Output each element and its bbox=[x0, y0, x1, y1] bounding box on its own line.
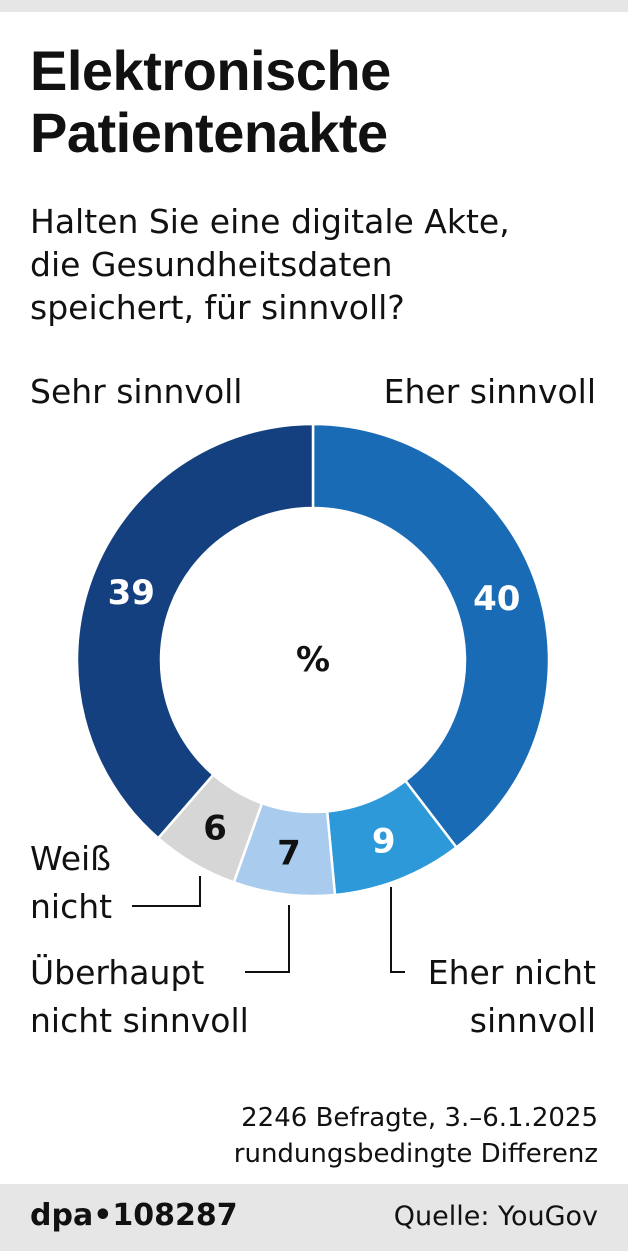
subtitle-line-3: speichert, für sinnvoll? bbox=[30, 288, 405, 327]
source-label: Quelle: YouGov bbox=[393, 1201, 598, 1232]
leader-line-ueberhaupt-nicht bbox=[245, 905, 290, 973]
title-line-1: Elektronische bbox=[30, 39, 391, 102]
chart-title: Elektronische Patientenakte bbox=[30, 40, 610, 164]
donut-value-label-3: 6 bbox=[203, 809, 227, 849]
dpa-logo: dpa•108287 bbox=[30, 1198, 238, 1233]
label-sehr-sinnvoll: Sehr sinnvoll bbox=[30, 372, 242, 411]
footer-bar bbox=[0, 1184, 628, 1251]
label-ueberhaupt-nicht-1: Überhaupt bbox=[30, 952, 204, 992]
center-percent-label: % bbox=[296, 640, 330, 680]
donut-value-label-2: 7 bbox=[277, 834, 301, 874]
note-sample: 2246 Befragte, 3.–6.1.2025 bbox=[241, 1103, 598, 1133]
label-weiss-nicht-2: nicht bbox=[30, 887, 112, 926]
label-ueberhaupt-nicht-2: nicht sinnvoll bbox=[30, 1001, 249, 1040]
donut-slice-4 bbox=[75, 422, 315, 840]
label-weiss-nicht-1: Weiß bbox=[30, 839, 111, 878]
chart-subtitle: Halten Sie eine digitale Akte, die Gesun… bbox=[30, 200, 610, 329]
donut-slice-0 bbox=[311, 422, 551, 850]
donut-value-label-0: 40 bbox=[473, 579, 520, 619]
donut-slices bbox=[75, 422, 551, 898]
donut-chart: 40 9 7 6 39 % Sehr sinnvoll Eher sinnvoll We… bbox=[30, 372, 596, 1040]
label-eher-sinnvoll: Eher sinnvoll bbox=[384, 372, 596, 411]
leader-line-eher-nicht bbox=[390, 887, 405, 973]
title-line-2: Patientenakte bbox=[30, 101, 388, 164]
donut-value-label-4: 39 bbox=[108, 573, 155, 613]
subtitle-line-1: Halten Sie eine digitale Akte, bbox=[30, 202, 510, 241]
top-bar bbox=[0, 0, 628, 12]
donut-value-label-1: 9 bbox=[372, 822, 396, 862]
chart-notes: 2246 Befragte, 3.–6.1.2025 rundungsbedin… bbox=[38, 1100, 598, 1172]
note-rounding: rundungsbedingte Differenz bbox=[233, 1139, 598, 1169]
leader-line-weiss-nicht bbox=[132, 876, 201, 907]
label-eher-nicht-2: sinnvoll bbox=[470, 1001, 596, 1040]
label-eher-nicht-1: Eher nicht bbox=[428, 953, 596, 992]
subtitle-line-2: die Gesundheitsdaten bbox=[30, 245, 393, 284]
donut-value-labels: 40 9 7 6 39 bbox=[108, 573, 521, 873]
